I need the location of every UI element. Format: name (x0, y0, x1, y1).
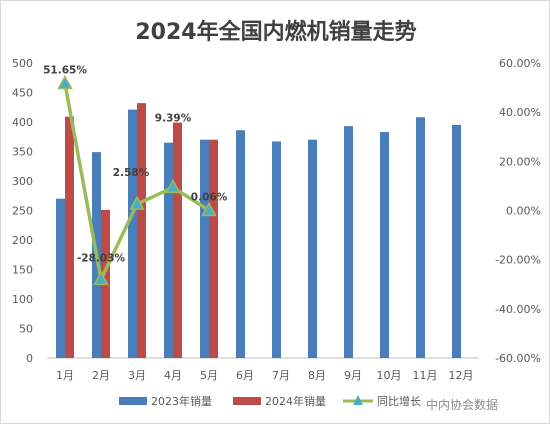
legend-label-2023: 2023年销量 (151, 394, 212, 408)
yoy-data-label: 9.39% (155, 112, 192, 124)
y-right-tick-label: 60.00% (499, 57, 541, 70)
bar-2023 (200, 139, 209, 358)
axes-layer: 0 50 100 150 200 250 300 350 400 450 500 -60.00% -40… (12, 57, 541, 382)
yoy-marker (165, 178, 181, 194)
y-left-tick-label: 250 (12, 205, 33, 218)
bar-2023 (164, 142, 173, 358)
labels-layer: 51.65% -28.03% 2.58% 9.39% 0.06% (43, 65, 228, 265)
yoy-data-label: -28.03% (77, 252, 126, 264)
y-right-tick-label: 40.00% (499, 106, 541, 119)
bar-2023 (56, 198, 65, 358)
bar-2024 (173, 122, 182, 358)
legend: 2023年销量 2024年销量 同比增长 (119, 394, 421, 408)
legend-label-2024: 2024年销量 (265, 394, 326, 408)
legend-swatch-2024 (233, 397, 261, 405)
legend-label-yoy: 同比增长 (377, 394, 421, 408)
bar-2023 (308, 139, 317, 358)
bar-2024 (65, 116, 74, 358)
x-tick-label: 9月 (344, 369, 362, 382)
bar-2024 (137, 103, 146, 359)
yoy-marker (129, 195, 145, 210)
y-right-tick-label: 20.00% (499, 155, 541, 168)
yoy-data-label: 51.65% (43, 65, 87, 77)
x-tick-label: 4月 (164, 369, 182, 382)
y-left-tick-label: 350 (12, 146, 33, 159)
yoy-marker (57, 74, 73, 90)
bars-layer (56, 103, 461, 359)
y-right-tick-label: 0.00% (506, 205, 541, 218)
y-left-tick-label: 200 (12, 234, 33, 247)
bar-2023 (128, 109, 137, 358)
y-left-tick-label: 100 (12, 293, 33, 306)
y-left-tick-label: 500 (12, 57, 33, 70)
x-tick-label: 10月 (377, 369, 402, 382)
legend-marker (353, 395, 363, 405)
x-tick-label: 12月 (449, 369, 474, 382)
bar-2023 (344, 126, 353, 358)
line-layer (57, 74, 217, 286)
x-tick-label: 6月 (236, 369, 254, 382)
x-tick-label: 8月 (308, 369, 326, 382)
chart-title: 2024年全国内燃机销量走势 (135, 19, 416, 45)
yoy-data-label: 0.06% (191, 191, 228, 203)
y-right-tick-label: -60.00% (495, 352, 541, 365)
y-left-tick-label: 300 (12, 175, 33, 188)
bar-2023 (380, 132, 389, 358)
bar-2023 (272, 141, 281, 358)
y-left-tick-label: 450 (12, 87, 33, 100)
x-tick-label: 11月 (413, 369, 438, 382)
bar-2023 (236, 130, 245, 358)
yoy-marker (201, 201, 217, 217)
watermark-text: 中内协会数据 (426, 397, 498, 412)
y-left-tick-label: 400 (12, 116, 33, 129)
bar-2023 (452, 124, 461, 358)
bar-2024 (209, 139, 218, 358)
x-tick-label: 5月 (200, 369, 218, 382)
x-tick-label: 7月 (272, 369, 290, 382)
y-left-tick-label: 150 (12, 264, 33, 277)
legend-swatch-2023 (119, 397, 147, 405)
y-right-tick-label: -40.00% (495, 303, 541, 316)
yoy-marker (93, 270, 109, 286)
y-left-tick-label: 50 (19, 323, 33, 336)
x-tick-label: 2月 (92, 369, 110, 382)
x-tick-label: 1月 (56, 369, 74, 382)
y-right-tick-label: -20.00% (495, 254, 541, 267)
x-tick-label: 3月 (128, 369, 146, 382)
y-left-tick-label: 0 (26, 352, 33, 365)
yoy-data-label: 2.58% (113, 167, 150, 179)
bar-2023 (416, 117, 425, 358)
